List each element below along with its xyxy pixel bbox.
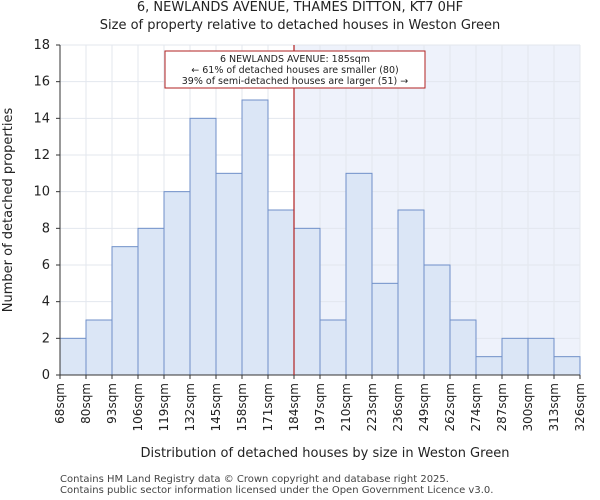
y-tick-label: 16 xyxy=(33,75,50,90)
x-axis-title: Distribution of detached houses by size … xyxy=(141,446,510,461)
bar xyxy=(371,282,399,376)
annotation-line: ← 61% of detached houses are smaller (80… xyxy=(191,65,398,76)
x-tick-label: 184sqm xyxy=(287,383,301,431)
bar xyxy=(293,227,321,376)
bar xyxy=(319,319,347,376)
x-tick-label: 119sqm xyxy=(157,383,171,431)
chart-title: 6, NEWLANDS AVENUE, THAMES DITTON, KT7 0… xyxy=(136,0,464,15)
y-tick-label: 8 xyxy=(42,221,50,236)
x-tick-label: 326sqm xyxy=(573,383,587,431)
bar xyxy=(475,356,503,376)
bar xyxy=(215,172,243,376)
y-tick-label: 12 xyxy=(33,148,50,163)
bar xyxy=(527,337,555,376)
bar xyxy=(163,191,191,376)
x-tick-label: 106sqm xyxy=(131,383,145,431)
x-tick-label: 210sqm xyxy=(339,383,353,431)
x-tick-label: 132sqm xyxy=(183,383,197,431)
x-tick-label: 171sqm xyxy=(261,383,275,431)
x-tick-label: 274sqm xyxy=(469,383,483,431)
y-tick-label: 10 xyxy=(33,185,50,200)
x-tick-label: 197sqm xyxy=(313,383,327,431)
bar xyxy=(59,337,87,376)
bar xyxy=(501,337,529,376)
y-tick-label: 2 xyxy=(42,331,50,346)
annotation-box xyxy=(164,50,426,89)
chart-subtitle: Size of property relative to detached ho… xyxy=(99,18,501,33)
annotation-line: 39% of semi-detached houses are larger (… xyxy=(182,76,409,87)
footer-licence: Contains public sector information licen… xyxy=(60,485,494,496)
y-axis-title: Number of detached properties xyxy=(1,108,16,313)
bar xyxy=(111,246,139,376)
x-tick-label: 262sqm xyxy=(443,383,457,431)
x-tick-label: 80sqm xyxy=(79,383,93,424)
footer-copyright: Contains HM Land Registry data © Crown c… xyxy=(60,474,449,485)
bar xyxy=(267,209,295,376)
bar xyxy=(189,117,217,376)
x-tick-label: 93sqm xyxy=(105,383,119,424)
y-tick-label: 4 xyxy=(42,295,50,310)
x-tick-label: 68sqm xyxy=(53,383,67,424)
x-tick-label: 313sqm xyxy=(547,383,561,431)
bar xyxy=(137,227,165,376)
bar xyxy=(449,319,477,376)
y-tick-label: 18 xyxy=(33,38,50,53)
bar xyxy=(423,264,451,376)
bar xyxy=(553,356,581,376)
annotation-line: 6 NEWLANDS AVENUE: 185sqm xyxy=(220,54,370,65)
bar xyxy=(241,99,269,376)
bar xyxy=(345,172,373,376)
x-tick-label: 249sqm xyxy=(417,383,431,431)
y-tick-label: 14 xyxy=(33,111,50,126)
x-tick-label: 287sqm xyxy=(495,383,509,431)
x-tick-label: 158sqm xyxy=(235,383,249,431)
bar xyxy=(397,209,425,376)
x-tick-label: 300sqm xyxy=(521,383,535,431)
x-tick-label: 236sqm xyxy=(391,383,405,431)
x-tick-label: 145sqm xyxy=(209,383,223,431)
y-tick-label: 6 xyxy=(42,258,50,273)
y-tick-label: 0 xyxy=(42,368,50,383)
bar xyxy=(85,319,113,376)
x-tick-label: 223sqm xyxy=(365,383,379,431)
